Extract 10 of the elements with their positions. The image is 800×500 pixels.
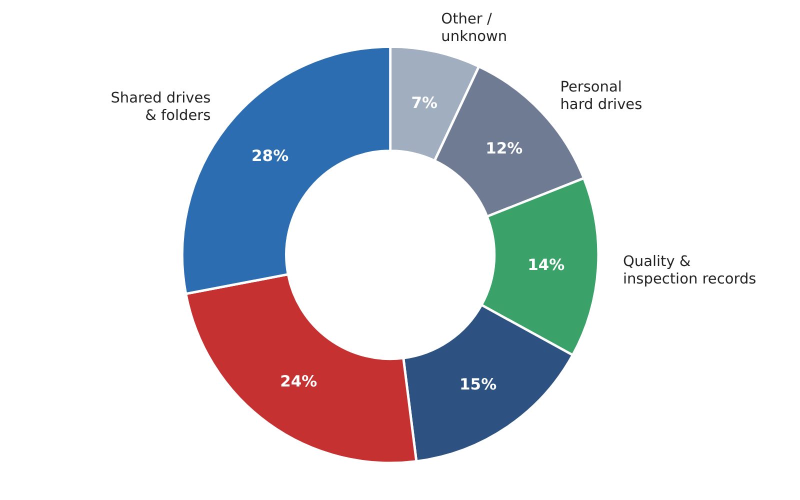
slice-label: Shared drives & folders <box>110 90 211 124</box>
data-label: 15% <box>460 375 498 394</box>
data-label: 24% <box>280 372 318 391</box>
data-label: 7% <box>411 94 438 112</box>
slice-label: Personal hard drives <box>560 80 642 114</box>
slice-label: Other / unknown <box>441 12 508 46</box>
slice-label: Quality & inspection records <box>622 254 756 288</box>
data-label: 28% <box>252 146 290 165</box>
data-label: 12% <box>486 139 524 158</box>
data-label: 14% <box>528 256 566 274</box>
